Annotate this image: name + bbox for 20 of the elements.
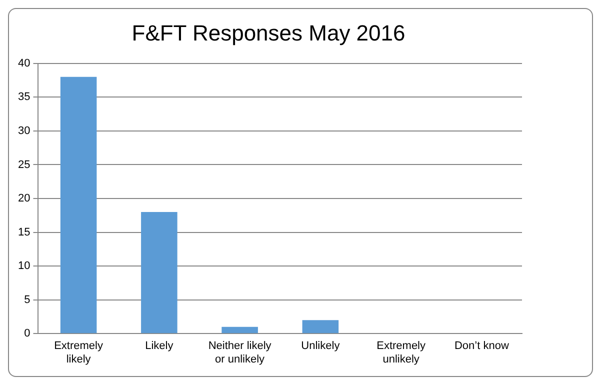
y-tick-label: 35 — [18, 91, 30, 104]
x-tick-label: Extremely likely — [54, 340, 104, 366]
y-tick-label: 40 — [18, 57, 30, 70]
bar — [302, 320, 339, 334]
bar — [222, 326, 258, 334]
x-tick-label: Likely — [145, 340, 174, 352]
y-tick-label: 0 — [24, 328, 30, 340]
x-tick-label: Extremely unlikely — [376, 340, 426, 366]
chart-title: F&FT Responses May 2016 — [132, 20, 406, 46]
bar — [141, 212, 178, 334]
y-tick-label: 10 — [18, 260, 30, 272]
y-tick-label: 25 — [18, 158, 30, 171]
x-tick-label: Neither likely or unlikely — [208, 340, 272, 366]
bar — [60, 76, 97, 334]
x-tick-label: Unlikely — [301, 340, 340, 352]
y-tick-label: 5 — [24, 294, 30, 306]
y-tick-label: 20 — [18, 192, 30, 205]
y-tick-label: 30 — [18, 124, 30, 137]
y-tick-label: 15 — [18, 226, 30, 238]
x-tick-label: Don’t know — [454, 340, 509, 352]
